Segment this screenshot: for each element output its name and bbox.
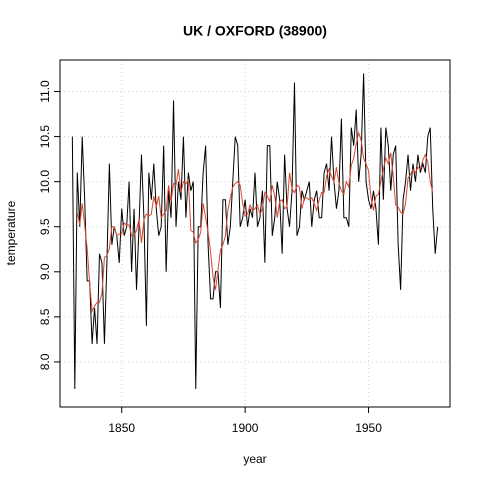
y-tick-label: 11.0 [38,80,52,103]
x-tick-label: 1900 [232,421,259,435]
y-axis-label: temperature [4,200,18,265]
data-line [71,73,439,389]
plot-frame [59,59,451,408]
y-tick-label: 8.5 [38,308,52,325]
y-tick-label: 10.0 [38,170,52,194]
y-tick-label: 9.5 [38,218,52,235]
y-tick-label: 9.0 [38,263,52,280]
y-tick-label: 10.5 [38,125,52,149]
x-tick-label: 1950 [355,421,382,435]
y-tick-label: 8.0 [38,353,52,370]
data-line [76,131,434,314]
x-axis-label: year [243,452,266,466]
chart-title: UK / OXFORD (38900) [183,23,327,39]
x-tick-label: 1850 [108,421,135,435]
